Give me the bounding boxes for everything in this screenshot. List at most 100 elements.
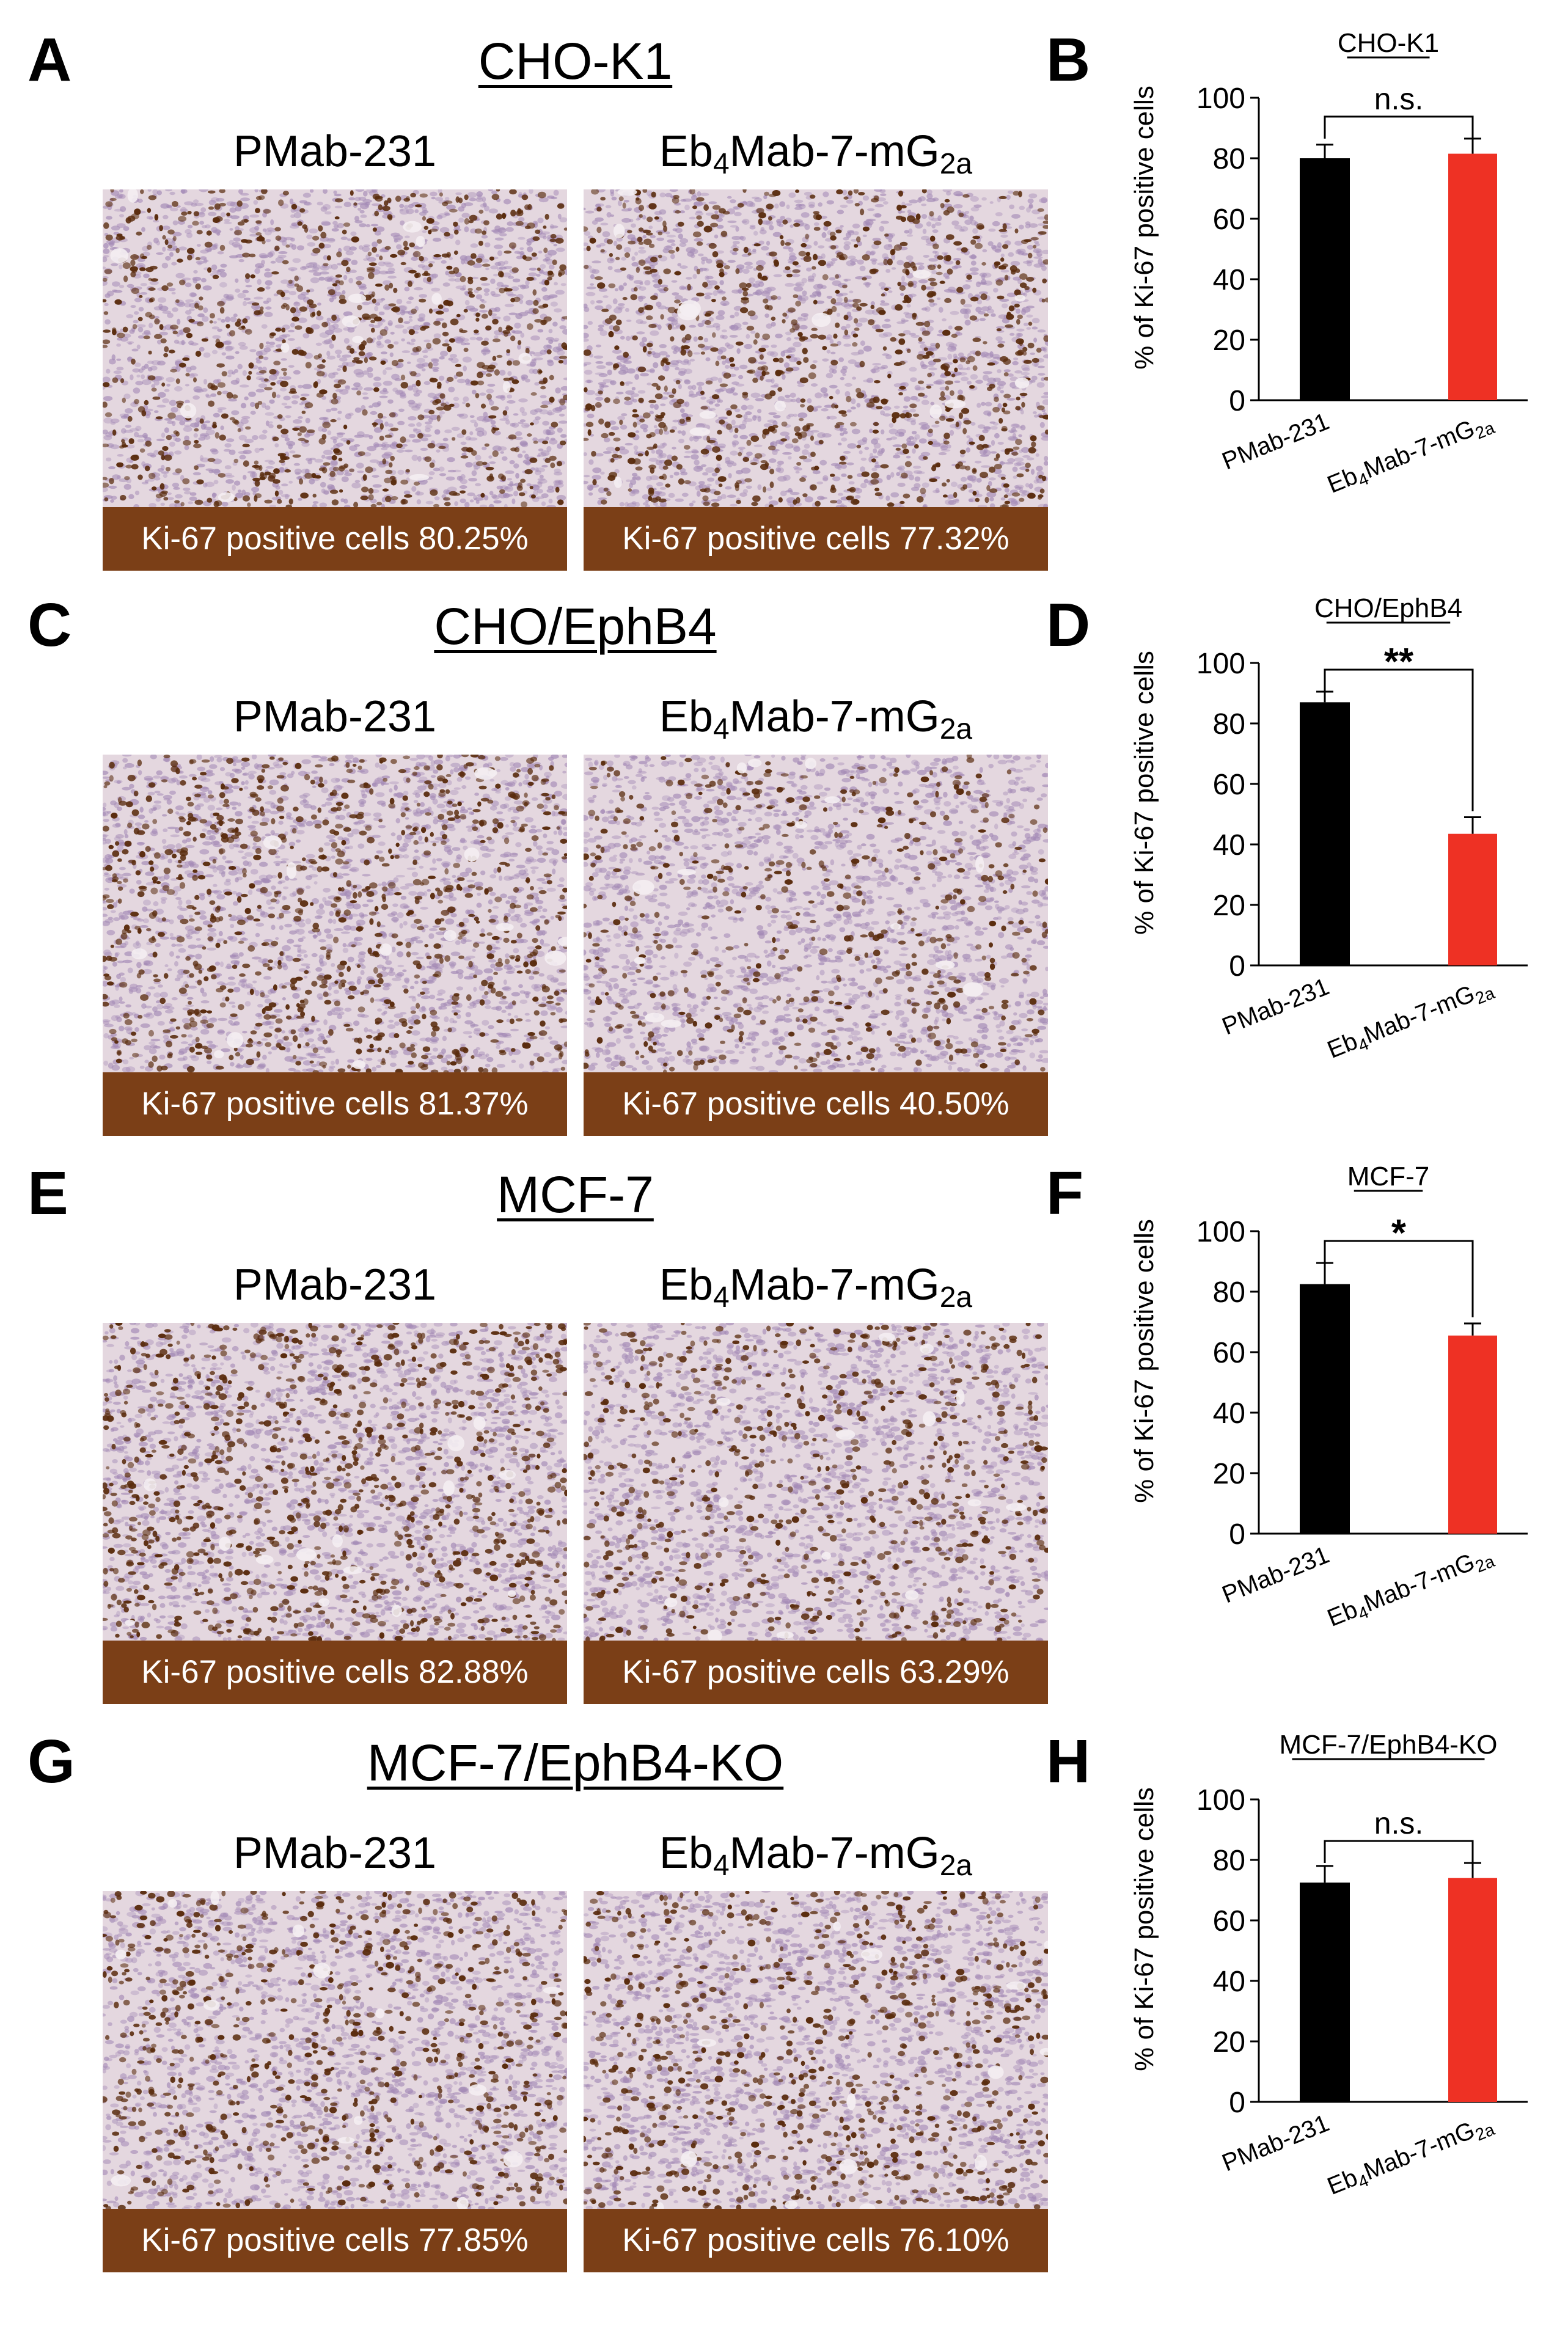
cell-line-title: CHO-K1 xyxy=(103,35,1048,87)
x-tick-label: PMab-231 xyxy=(1218,973,1333,1041)
ihc-micrograph xyxy=(584,1891,1048,2209)
y-tick-label: 100 xyxy=(1196,1784,1245,1817)
antibody-label: Eb4Mab-7-mG2a xyxy=(584,692,1048,744)
bar-control xyxy=(1300,702,1350,965)
cell-line-title: MCF-7/EphB4-KO xyxy=(103,1737,1048,1788)
antibody-subscript: 2a xyxy=(940,148,972,180)
y-tick-label: 60 xyxy=(1213,203,1245,236)
y-tick-label: 40 xyxy=(1213,1397,1245,1430)
panel-letter: G xyxy=(27,1731,75,1792)
bar-control xyxy=(1300,1883,1350,2102)
antibody-subscript: 4 xyxy=(713,1281,730,1314)
bar-treatment xyxy=(1448,153,1497,400)
x-tick-text: PMab-231 xyxy=(1218,973,1333,1041)
antibody-name-mid: Mab-7-mG xyxy=(730,1829,940,1878)
y-tick-label: 40 xyxy=(1213,1966,1245,1998)
ihc-micrograph xyxy=(103,1323,567,1641)
bar-treatment xyxy=(1448,1335,1497,1534)
panel-letter: B xyxy=(1046,29,1090,90)
y-tick-label: 0 xyxy=(1229,385,1245,417)
antibody-name: Eb xyxy=(659,1261,713,1309)
cell-line-title: CHO/EphB4 xyxy=(103,601,1048,652)
x-tick-text: PMab-231 xyxy=(1218,1542,1333,1609)
ihc-micrograph xyxy=(584,1323,1048,1641)
antibody-subscript: 4 xyxy=(713,148,730,180)
y-tick-label: 0 xyxy=(1229,2087,1245,2119)
significance-label: * xyxy=(1391,1212,1407,1254)
y-tick-label: 40 xyxy=(1213,829,1245,862)
x-tick-label: Eb4Mab-7-mG2a xyxy=(1324,973,1498,1066)
antibody-name: Eb xyxy=(659,1829,713,1878)
x-tick-text: Mab-7-mG xyxy=(1360,415,1479,483)
y-tick-label: 80 xyxy=(1213,1845,1245,1877)
ki67-caption: Ki-67 positive cells 77.32% xyxy=(584,507,1048,571)
cell-line-title: MCF-7 xyxy=(103,1169,1048,1220)
bar-chart: CHO/EphB4 % of Ki-67 positive cells 0 20 40 6… xyxy=(1129,593,1528,1066)
x-tick-text: Eb xyxy=(1324,463,1361,499)
ki67-caption: Ki-67 positive cells 63.29% xyxy=(584,1641,1048,1704)
antibody-label: PMab-231 xyxy=(103,695,567,739)
x-tick-text: Eb xyxy=(1324,2164,1361,2200)
antibody-subscript: 4 xyxy=(713,1850,730,1882)
y-tick-label: 60 xyxy=(1213,1905,1245,1938)
y-tick-label: 40 xyxy=(1213,264,1245,296)
antibody-name-mid: Mab-7-mG xyxy=(730,127,940,176)
x-tick-text: Eb xyxy=(1324,1596,1361,1632)
antibody-subscript: 2a xyxy=(940,1281,972,1314)
significance-bracket xyxy=(1324,668,1474,811)
y-axis-label: % of Ki-67 positive cells xyxy=(1129,1787,1159,2071)
x-tick-text: PMab-231 xyxy=(1218,408,1333,475)
antibody-label: Eb4Mab-7-mG2a xyxy=(584,1829,1048,1881)
antibody-name: PMab-231 xyxy=(233,1829,436,1878)
antibody-name: Eb xyxy=(659,692,713,741)
ihc-micrograph xyxy=(584,189,1048,507)
ihc-micrograph xyxy=(103,1891,567,2209)
ki67-caption: Ki-67 positive cells 82.88% xyxy=(103,1641,567,1704)
y-tick-label: 20 xyxy=(1213,2026,1245,2058)
bar-chart: MCF-7 % of Ki-67 positive cells 0 20 40 60 80 1… xyxy=(1129,1162,1528,1632)
panel-letter: E xyxy=(27,1163,68,1224)
x-tick-text: Mab-7-mG xyxy=(1360,980,1479,1048)
bar-chart: CHO-K1 % of Ki-67 positive cells 0 20 40 60 80… xyxy=(1129,28,1528,501)
y-tick-label: 20 xyxy=(1213,324,1245,357)
bar-control xyxy=(1300,1284,1350,1534)
y-axis-label: % of Ki-67 positive cells xyxy=(1129,86,1159,370)
x-tick-text: Mab-7-mG xyxy=(1360,1548,1479,1617)
chart-title: MCF-7 xyxy=(1347,1162,1429,1191)
y-tick-label: 80 xyxy=(1213,143,1245,175)
significance-label: n.s. xyxy=(1374,1806,1424,1840)
antibody-name: PMab-231 xyxy=(233,1261,436,1309)
y-tick-label: 80 xyxy=(1213,708,1245,741)
y-tick-label: 100 xyxy=(1196,648,1245,680)
antibody-label: PMab-231 xyxy=(103,1831,567,1875)
y-tick-label: 60 xyxy=(1213,1337,1245,1369)
bar-control xyxy=(1300,158,1350,400)
antibody-subscript: 4 xyxy=(713,713,730,745)
ihc-micrograph xyxy=(584,755,1048,1072)
x-tick-label: PMab-231 xyxy=(1218,2110,1333,2177)
antibody-label: Eb4Mab-7-mG2a xyxy=(584,1261,1048,1312)
significance-bracket xyxy=(1324,115,1474,139)
ki67-caption: Ki-67 positive cells 77.85% xyxy=(103,2209,567,2272)
significance-label: ** xyxy=(1384,641,1414,683)
significance-bracket xyxy=(1324,1240,1474,1317)
bar-chart: MCF-7/EphB4-KO % of Ki-67 positive cells 0… xyxy=(1129,1730,1528,2203)
antibody-subscript: 2a xyxy=(940,713,972,745)
panel-letter: F xyxy=(1046,1163,1083,1224)
y-tick-label: 20 xyxy=(1213,1458,1245,1490)
panel-letter: C xyxy=(27,595,71,656)
x-tick-text: PMab-231 xyxy=(1218,2110,1333,2177)
ihc-micrograph xyxy=(103,189,567,507)
chart-title: CHO-K1 xyxy=(1338,28,1439,58)
x-tick-text: Eb xyxy=(1324,1028,1361,1064)
x-tick-label: Eb4Mab-7-mG2a xyxy=(1324,2109,1498,2203)
x-tick-label: Eb4Mab-7-mG2a xyxy=(1324,408,1498,501)
bar-treatment xyxy=(1448,1878,1497,2102)
significance-bracket xyxy=(1324,1840,1474,1863)
y-tick-label: 20 xyxy=(1213,890,1245,922)
x-tick-label: PMab-231 xyxy=(1218,1542,1333,1609)
chart-title: CHO/EphB4 xyxy=(1314,593,1462,623)
antibody-name-mid: Mab-7-mG xyxy=(730,1261,940,1309)
y-tick-label: 100 xyxy=(1196,82,1245,115)
ki67-caption: Ki-67 positive cells 40.50% xyxy=(584,1072,1048,1136)
